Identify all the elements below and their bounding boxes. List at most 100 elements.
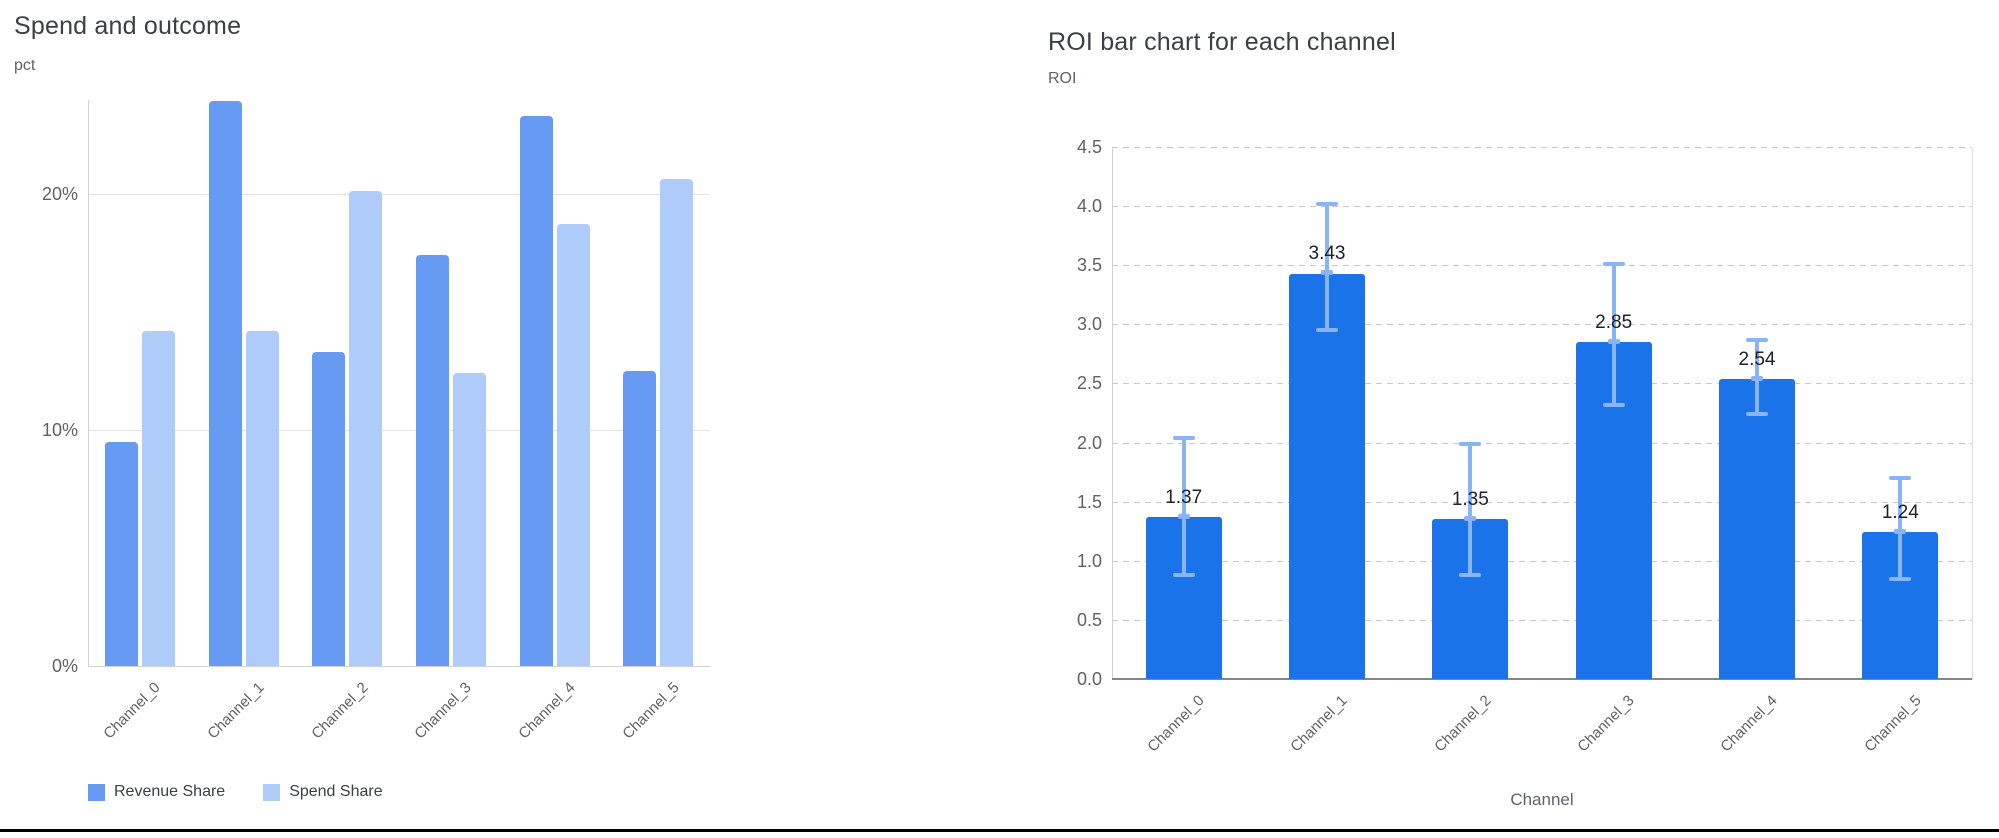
- revenue-share-swatch: [88, 783, 105, 801]
- x-axis-baseline: [1112, 678, 1972, 680]
- x-tick-label-channel_2: Channel_2: [1431, 692, 1495, 756]
- error-bar-top-cap: [1316, 201, 1338, 206]
- error-bar-line: [1468, 441, 1473, 577]
- bar-spend-share-channel_1[interactable]: [245, 330, 279, 666]
- x-tick-label-channel_4: Channel_4: [515, 679, 579, 743]
- gridline-4.0: [1112, 206, 1972, 208]
- error-bar-channel_3: [1602, 261, 1625, 407]
- x-tick-label-channel_1: Channel_1: [204, 679, 268, 743]
- y-tick-label: 3.0: [1076, 314, 1102, 335]
- x-tick-label-channel_0: Channel_0: [1144, 692, 1208, 756]
- gridline-2.5: [1112, 383, 1972, 385]
- error-bar-bottom-cap: [1172, 572, 1195, 577]
- revenue-share-legend-label: Revenue Share: [114, 783, 226, 800]
- y-tick-label: 4.5: [1076, 137, 1102, 157]
- error-bar-line: [1898, 475, 1903, 582]
- bar-revenue-share-channel_5[interactable]: [623, 370, 657, 666]
- error-bar-line: [1611, 261, 1616, 407]
- error-bar-bottom-cap: [1602, 402, 1625, 407]
- bar-spend-share-channel_2[interactable]: [349, 191, 383, 666]
- y-axis-line: [1112, 148, 1113, 680]
- bar-spend-share-channel_5[interactable]: [660, 179, 694, 666]
- y-tick-label: 10%: [41, 419, 78, 440]
- error-bar-top-cap: [1889, 475, 1912, 480]
- y-tick-label: 20%: [41, 183, 78, 204]
- y-tick-label: 1.0: [1076, 550, 1102, 571]
- gridline-3.5: [1112, 265, 1972, 267]
- error-bar-channel_4: [1746, 337, 1768, 416]
- error-bar-top-cap: [1459, 441, 1482, 446]
- x-tick-label-channel_0: Channel_0: [100, 679, 164, 743]
- x-tick-label-channel_5: Channel_5: [618, 679, 683, 743]
- x-tick-label-channel_1: Channel_1: [1287, 692, 1352, 756]
- error-bar-top-cap: [1602, 261, 1625, 266]
- bar-revenue-share-channel_2[interactable]: [312, 351, 346, 666]
- gridline-10%: [88, 429, 710, 431]
- roi-plot-area: 0.0 0.5 1.0 1.5 2.0 2.5 3.0 3.5 4.0 4.5 1.37 Channe…: [1077, 137, 1973, 755]
- x-tick-label-channel_2: Channel_2: [307, 679, 372, 743]
- gridline-3.0: [1112, 324, 1972, 326]
- spend-outcome-y-axis-unit: pct: [14, 57, 36, 74]
- y-tick-label: 0.0: [1076, 669, 1102, 689]
- value-label-channel_3: 2.85: [1595, 312, 1633, 334]
- error-bar-mean-marker: [1321, 270, 1333, 276]
- legend-item-revenue-share[interactable]: Revenue Share: [88, 783, 225, 801]
- spend-share-swatch: [263, 783, 281, 801]
- error-bar-bottom-cap: [1889, 577, 1912, 582]
- spend-share-legend-label: Spend Share: [289, 783, 383, 800]
- gridline-0.5: [1112, 619, 1972, 621]
- spend-outcome-legend: Revenue Share Spend Share: [88, 783, 421, 801]
- roi-y-axis-label: ROI: [1048, 70, 1077, 87]
- bottom-divider: [0, 829, 1999, 832]
- y-tick-label: 2.5: [1076, 373, 1102, 394]
- error-bar-mean-marker: [1607, 339, 1620, 345]
- gridline-20%: [88, 193, 710, 195]
- error-bar-channel_1: [1316, 201, 1338, 333]
- bar-revenue-share-channel_4[interactable]: [519, 115, 553, 666]
- x-tick-label-channel_4: Channel_4: [1717, 692, 1782, 756]
- bar-revenue-share-channel_0[interactable]: [104, 441, 138, 666]
- spend-outcome-plot-area: 0% 10% 20% Channel_0 Channel_1 Channel_2 Chann…: [42, 100, 710, 742]
- gridline-2.0: [1112, 442, 1972, 444]
- x-tick-label-channel_3: Channel_3: [411, 679, 475, 743]
- value-label-channel_5: 1.24: [1881, 502, 1919, 524]
- bar-revenue-share-channel_3[interactable]: [415, 254, 449, 666]
- y-axis-line: [88, 100, 89, 667]
- gridline-1.5: [1112, 501, 1972, 503]
- error-bar-channel_0: [1172, 435, 1195, 577]
- bar-revenue-share-channel_1[interactable]: [208, 101, 242, 666]
- error-bar-mean-marker: [1464, 516, 1477, 522]
- bar-roi-channel_1[interactable]: [1289, 273, 1365, 679]
- roi-chart-title: ROI bar chart for each channel: [1048, 28, 1396, 56]
- error-bar-mean-marker: [1751, 375, 1763, 381]
- legend-item-spend-share[interactable]: Spend Share: [263, 783, 383, 801]
- error-bar-top-cap: [1746, 337, 1768, 342]
- bar-spend-share-channel_0[interactable]: [141, 330, 175, 666]
- y-tick-label: 0.5: [1076, 609, 1102, 630]
- value-label-channel_2: 1.35: [1451, 489, 1489, 511]
- bar-roi-channel_4[interactable]: [1719, 378, 1795, 679]
- bar-spend-share-channel_3[interactable]: [452, 373, 486, 666]
- x-tick-label-channel_3: Channel_3: [1574, 692, 1638, 756]
- x-tick-label-channel_5: Channel_5: [1861, 692, 1925, 756]
- bar-spend-share-channel_4[interactable]: [556, 224, 590, 666]
- error-bar-mean-marker: [1894, 529, 1907, 535]
- x-axis-baseline: [88, 666, 710, 667]
- value-label-channel_0: 1.37: [1165, 487, 1203, 509]
- spend-outcome-title: Spend and outcome: [14, 12, 242, 40]
- error-bar-channel_2: [1459, 441, 1482, 577]
- roi-x-axis-title: Channel: [1510, 790, 1574, 809]
- error-bar-mean-marker: [1177, 514, 1190, 520]
- error-bar-bottom-cap: [1459, 572, 1482, 577]
- y-tick-label: 4.0: [1076, 196, 1102, 217]
- gridline-1.0: [1112, 560, 1972, 562]
- error-bar-line: [1325, 201, 1329, 333]
- y-tick-label: 1.5: [1076, 491, 1102, 512]
- y-tick-label: 0%: [51, 656, 78, 676]
- value-label-channel_1: 3.43: [1308, 243, 1346, 265]
- error-bar-channel_5: [1889, 475, 1912, 582]
- error-bar-bottom-cap: [1746, 411, 1768, 416]
- error-bar-top-cap: [1172, 435, 1195, 440]
- gridline-4.5: [1112, 147, 1972, 148]
